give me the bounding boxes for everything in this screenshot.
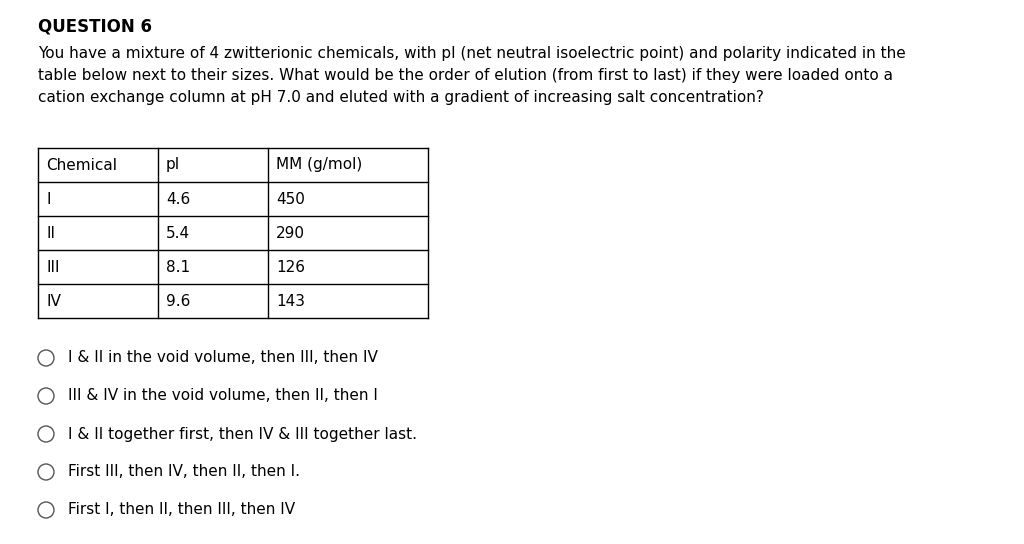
Text: III & IV in the void volume, then II, then I: III & IV in the void volume, then II, th… — [68, 388, 378, 404]
Text: QUESTION 6: QUESTION 6 — [38, 18, 152, 36]
Text: 450: 450 — [276, 191, 305, 207]
Text: 4.6: 4.6 — [166, 191, 190, 207]
Text: 9.6: 9.6 — [166, 294, 190, 308]
Text: Chemical: Chemical — [46, 158, 117, 172]
Text: II: II — [46, 226, 55, 240]
Text: pI: pI — [166, 158, 180, 172]
Text: IV: IV — [46, 294, 60, 308]
Text: I & II in the void volume, then III, then IV: I & II in the void volume, then III, the… — [68, 350, 378, 366]
Text: I & II together first, then IV & III together last.: I & II together first, then IV & III tog… — [68, 426, 417, 442]
Text: 126: 126 — [276, 259, 305, 275]
Text: You have a mixture of 4 zwitterionic chemicals, with pI (net neutral isoelectric: You have a mixture of 4 zwitterionic che… — [38, 46, 906, 106]
Text: First III, then IV, then II, then I.: First III, then IV, then II, then I. — [68, 465, 300, 479]
Text: First I, then II, then III, then IV: First I, then II, then III, then IV — [68, 503, 295, 517]
Text: 290: 290 — [276, 226, 305, 240]
Text: 143: 143 — [276, 294, 305, 308]
Text: MM (g/mol): MM (g/mol) — [276, 158, 362, 172]
Text: 5.4: 5.4 — [166, 226, 190, 240]
Text: 8.1: 8.1 — [166, 259, 190, 275]
Text: I: I — [46, 191, 50, 207]
Text: III: III — [46, 259, 59, 275]
